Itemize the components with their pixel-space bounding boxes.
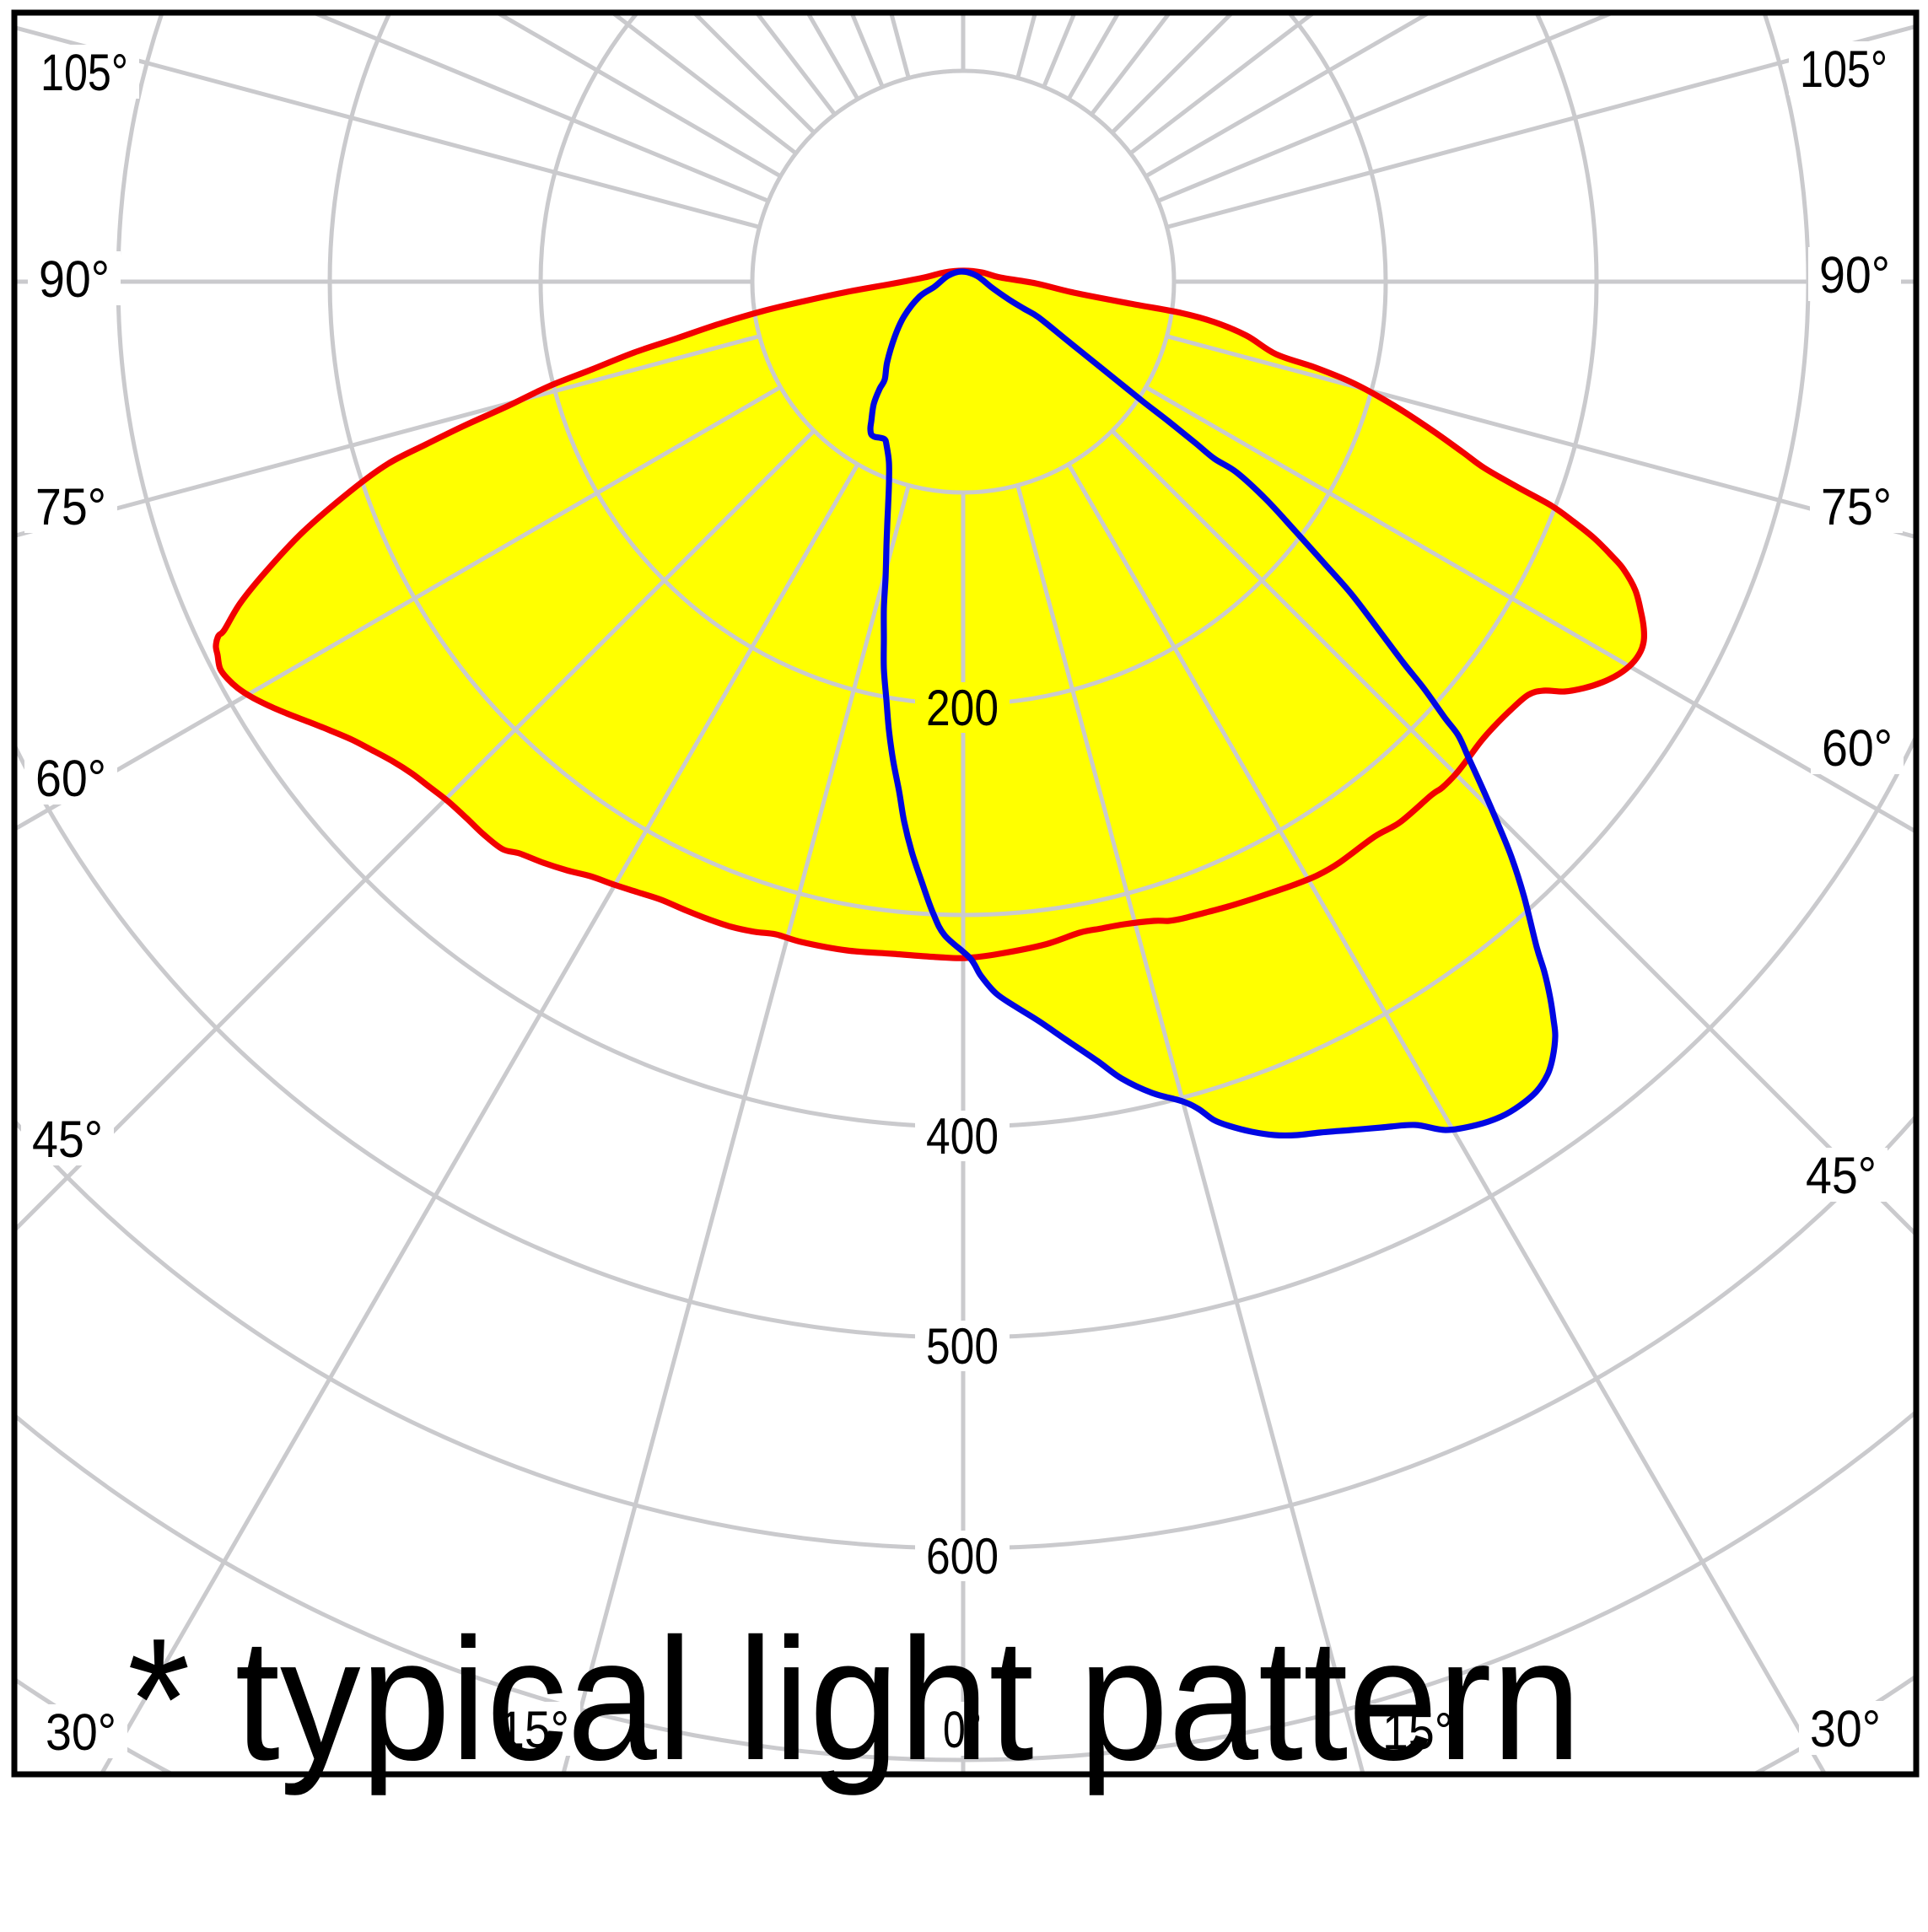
svg-text:60°: 60° — [35, 750, 106, 807]
svg-text:60°: 60° — [1822, 719, 1893, 777]
svg-text:45°: 45° — [1806, 1147, 1877, 1204]
svg-text:600: 600 — [926, 1528, 999, 1585]
svg-text:200: 200 — [926, 680, 999, 736]
svg-text:90°: 90° — [39, 250, 110, 308]
svg-text:30°: 30° — [1810, 1700, 1881, 1757]
svg-text:75°: 75° — [1821, 478, 1892, 535]
svg-text:500: 500 — [926, 1318, 999, 1375]
svg-text:45°: 45° — [32, 1111, 103, 1168]
svg-text:400: 400 — [926, 1108, 999, 1165]
svg-text:105°: 105° — [40, 44, 128, 101]
svg-text:105°: 105° — [1800, 40, 1888, 98]
svg-text:30°: 30° — [46, 1703, 116, 1761]
svg-text:* typical light pattern: * typical light pattern — [127, 1602, 1581, 1796]
svg-text:75°: 75° — [35, 478, 106, 535]
svg-text:90°: 90° — [1819, 246, 1890, 304]
